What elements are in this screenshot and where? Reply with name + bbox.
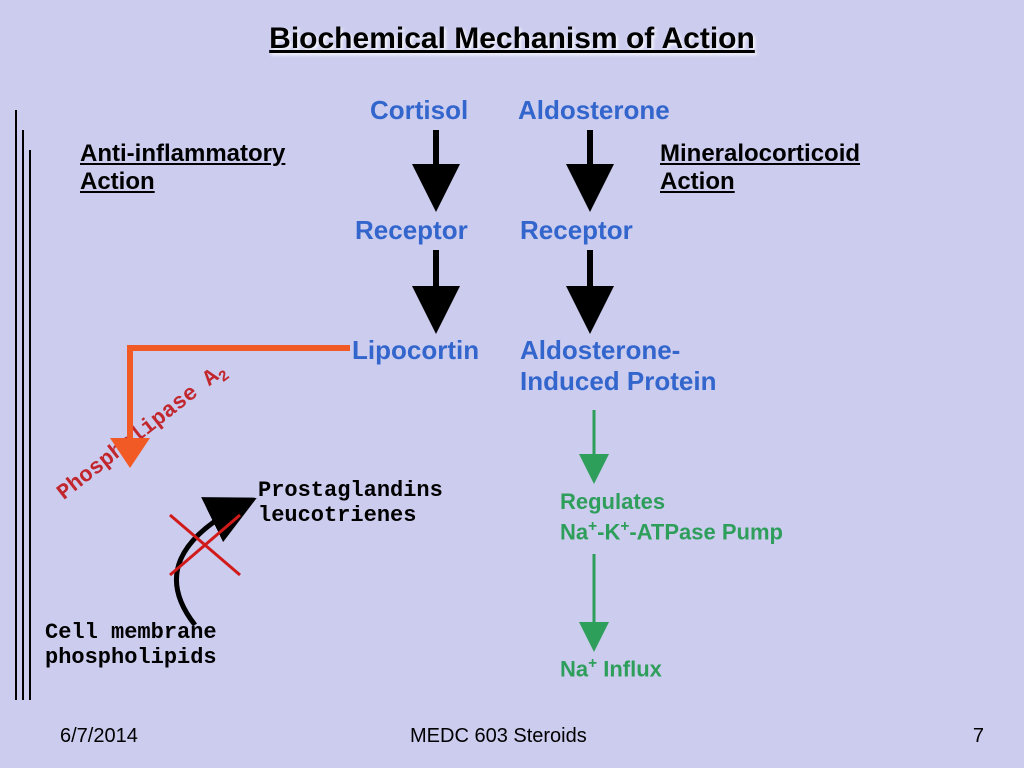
phospholipase-label: Phospholipase A2 [53, 358, 234, 508]
phospholipase-text: Phospholipase A [53, 364, 224, 506]
influx-tail: Influx [597, 656, 662, 681]
receptor-right: Receptor [520, 215, 633, 246]
deco-line-2 [22, 130, 24, 700]
reg-prefix: Regulates [560, 489, 665, 514]
cell-membrane-label: Cell membrane phospholipids [45, 620, 217, 670]
footer-course: MEDC 603 Steroids [410, 725, 587, 748]
mineralocorticoid-label: Mineralocorticoid Action [660, 140, 860, 196]
footer-page: 7 [973, 725, 984, 748]
na-influx-label: Na+ Influx [560, 655, 662, 682]
regulates-label: Regulates Na+-K+-ATPase Pump [560, 488, 783, 547]
reg-k: -K [597, 519, 620, 544]
slide: Biochemical Mechanism of Action Cortisol… [0, 0, 1024, 768]
deco-line-3 [29, 150, 31, 700]
footer-date: 6/7/2014 [60, 725, 138, 748]
influx-na: Na [560, 656, 588, 681]
cortisol-label: Cortisol [370, 95, 468, 126]
influx-sup: + [588, 655, 597, 672]
reg-sup1: + [588, 518, 597, 535]
prostaglandins-label: Prostaglandins leucotrienes [258, 478, 443, 528]
reg-na: Na [560, 519, 588, 544]
aldosterone-label: Aldosterone [518, 95, 670, 126]
receptor-left: Receptor [355, 215, 468, 246]
lipocortin-label: Lipocortin [352, 335, 479, 366]
aip-label: Aldosterone- Induced Protein [520, 335, 716, 397]
deco-line-1 [15, 110, 17, 700]
slide-title: Biochemical Mechanism of Action [0, 22, 1024, 56]
anti-inflammatory-label: Anti-inflammatory Action [80, 140, 285, 196]
reg-tail: -ATPase Pump [629, 519, 783, 544]
reg-sup2: + [620, 518, 629, 535]
